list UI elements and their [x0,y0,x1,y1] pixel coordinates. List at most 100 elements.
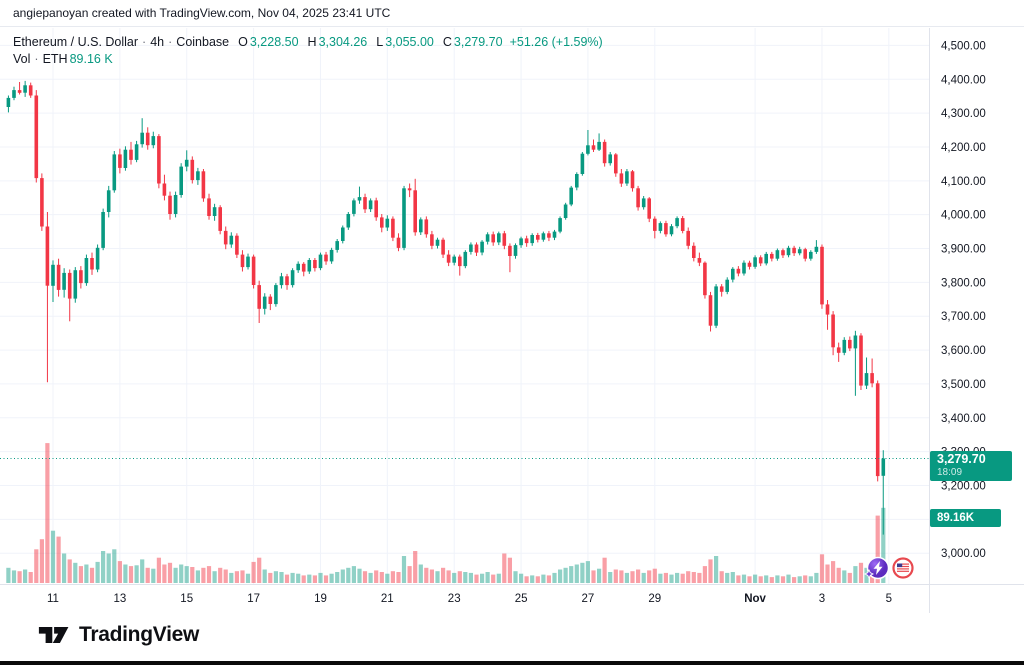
volume-bar [234,571,239,583]
price-tick-label: 4,500.00 [941,40,986,52]
candle-body [374,200,378,218]
volume-bar [78,566,83,583]
candle-body [430,234,434,246]
volume-bar [17,571,22,583]
legend-separator: · [142,35,147,49]
candle-body [820,246,824,305]
volume-bar [697,572,702,583]
candle-body [34,95,39,179]
volume-bar [128,566,134,583]
volume-bar [218,567,223,583]
candle-body [112,154,117,191]
volume-bar [719,571,724,583]
volume-bar [864,567,869,583]
symbol-title[interactable]: Ethereum / U.S. Dollar [13,35,139,49]
volume-bar [62,553,67,583]
volume-bar [335,572,340,583]
volume-bar [73,562,78,583]
candle-body [508,245,512,256]
time-axis[interactable]: 11 13 15 17 19 21 23 25 27 29 Nov 3 5 [47,593,892,605]
candle-body [346,214,351,228]
price-tick-label: 3,600.00 [941,345,986,357]
volume-bar [173,567,178,583]
volume-bar [379,572,384,583]
candle-body [17,90,22,93]
volume-bar [792,577,797,583]
price-axis[interactable]: 4,500.00 4,400.00 4,300.00 4,200.00 4,100.00… [941,40,986,560]
volume-bar [106,553,111,583]
candle-body [647,198,651,219]
event-icon-lightning[interactable] [863,556,890,580]
volume-bar [786,574,791,583]
volume-bar [652,568,657,583]
candle-body [513,245,518,256]
attribution-bar: angiepanoyan created with TradingView.co… [0,0,1024,27]
candle-body [742,262,746,274]
volume-bar [307,574,312,583]
volume-bar [468,572,473,583]
volume-bar [206,566,212,583]
price-tick-label: 3,500.00 [941,379,986,391]
candle-body [725,279,729,292]
candle-body [368,200,373,210]
volume-bar [273,571,278,583]
volume-bar [530,575,535,583]
candlestick-chart[interactable]: 4,500.00 4,400.00 4,300.00 4,200.00 4,100.00… [0,28,1024,613]
candle-body [145,132,150,146]
attribution-text: angiepanoyan created with TradingView.co… [13,6,391,20]
volume-bar [11,570,17,583]
volume-bar [284,574,290,583]
price-tick-label: 3,800.00 [941,277,986,289]
volume-bar [808,576,813,583]
volume-bar [167,562,173,583]
volume-bar [390,571,395,583]
volume-bar [680,573,685,583]
candle-body [396,237,401,248]
candle-body [257,285,261,309]
candle-body [614,154,618,174]
volume-bar [513,571,518,583]
volume-bar [245,573,251,583]
candle-body [714,286,718,326]
volume-bar [797,576,802,583]
volume-bar [368,572,373,583]
volume-bar [691,572,696,583]
volume-bar [480,573,485,583]
candle-body [597,141,601,150]
candle-body [318,254,323,269]
event-icon-us-flag[interactable] [892,557,914,579]
candle-body [786,247,791,256]
volume-bar [140,559,145,583]
candle-body [536,235,540,240]
candle-body [123,149,128,168]
volume-bar [362,571,368,583]
candle-body [335,241,339,250]
candle-body [173,195,178,214]
time-tick-label: 25 [515,593,528,605]
volume-bar [585,561,590,583]
volume-bar [89,567,95,583]
price-tick-label: 3,000.00 [941,548,986,560]
volume-bar [496,573,501,583]
volume-bar [429,569,434,583]
volume-bar [574,564,579,583]
candle-body [881,458,886,476]
candle-body [424,219,429,235]
time-tick-label: 19 [314,593,327,605]
candle-body [758,257,763,264]
volume-bar [301,575,306,583]
candle-body [129,149,133,160]
candle-body [497,233,501,243]
candle-body [747,262,752,267]
chart-area[interactable]: 4,500.00 4,400.00 4,300.00 4,200.00 4,100.00… [0,28,1024,613]
volume-bar [340,569,345,583]
candle-body [235,235,239,255]
candle-body [859,335,863,386]
candle-body [279,276,284,286]
candle-body [558,218,562,232]
tradingview-logo[interactable]: TradingView [38,622,199,648]
volume-bar [401,556,407,583]
candle-body [207,198,211,216]
volume-bar [836,567,841,583]
interval-label[interactable]: 4h [150,35,165,49]
